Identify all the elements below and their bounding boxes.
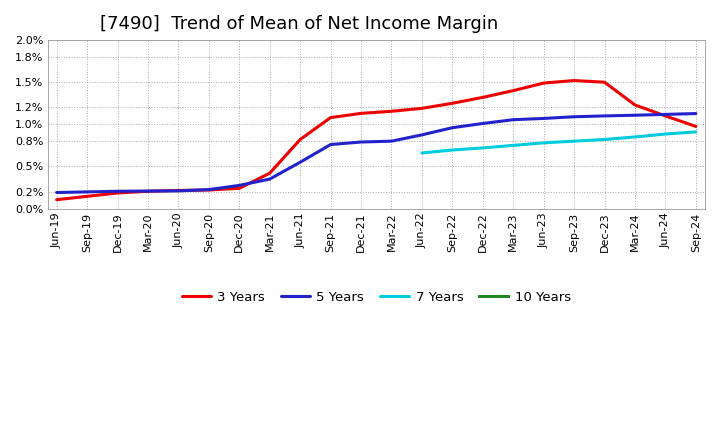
7 Years xyxy=(570,139,578,144)
5 Years xyxy=(356,139,365,145)
Line: 7 Years: 7 Years xyxy=(422,132,696,153)
7 Years xyxy=(418,150,426,156)
3 Years xyxy=(661,113,670,118)
5 Years xyxy=(53,190,61,195)
7 Years xyxy=(448,147,456,153)
3 Years xyxy=(631,103,639,108)
3 Years xyxy=(174,188,183,193)
5 Years xyxy=(691,111,700,116)
5 Years xyxy=(387,139,396,144)
5 Years xyxy=(266,176,274,182)
5 Years xyxy=(479,121,487,126)
3 Years xyxy=(204,187,213,193)
3 Years xyxy=(418,106,426,111)
5 Years xyxy=(448,125,456,130)
Line: 5 Years: 5 Years xyxy=(57,114,696,193)
3 Years xyxy=(235,186,243,191)
5 Years xyxy=(326,142,335,147)
5 Years xyxy=(570,114,578,119)
3 Years xyxy=(356,111,365,116)
7 Years xyxy=(600,137,609,142)
3 Years xyxy=(326,115,335,120)
7 Years xyxy=(479,145,487,150)
5 Years xyxy=(235,183,243,188)
5 Years xyxy=(83,189,91,194)
5 Years xyxy=(113,189,122,194)
3 Years xyxy=(509,88,518,93)
3 Years xyxy=(83,194,91,199)
3 Years xyxy=(570,78,578,83)
3 Years xyxy=(539,81,548,86)
3 Years xyxy=(691,124,700,129)
5 Years xyxy=(661,112,670,117)
5 Years xyxy=(174,188,183,194)
5 Years xyxy=(631,113,639,118)
3 Years xyxy=(479,95,487,100)
3 Years xyxy=(266,171,274,176)
5 Years xyxy=(418,132,426,137)
3 Years xyxy=(448,101,456,106)
7 Years xyxy=(691,129,700,135)
Text: [7490]  Trend of Mean of Net Income Margin: [7490] Trend of Mean of Net Income Margi… xyxy=(100,15,498,33)
7 Years xyxy=(661,132,670,137)
5 Years xyxy=(539,116,548,121)
3 Years xyxy=(296,137,305,142)
3 Years xyxy=(144,189,153,194)
Legend: 3 Years, 5 Years, 7 Years, 10 Years: 3 Years, 5 Years, 7 Years, 10 Years xyxy=(176,286,576,309)
Line: 3 Years: 3 Years xyxy=(57,81,696,200)
7 Years xyxy=(631,134,639,139)
3 Years xyxy=(600,80,609,85)
5 Years xyxy=(144,188,153,194)
5 Years xyxy=(600,113,609,118)
7 Years xyxy=(509,143,518,148)
3 Years xyxy=(387,109,396,114)
5 Years xyxy=(509,117,518,122)
3 Years xyxy=(53,197,61,202)
5 Years xyxy=(296,160,305,165)
5 Years xyxy=(204,187,213,192)
7 Years xyxy=(539,140,548,146)
3 Years xyxy=(113,191,122,196)
